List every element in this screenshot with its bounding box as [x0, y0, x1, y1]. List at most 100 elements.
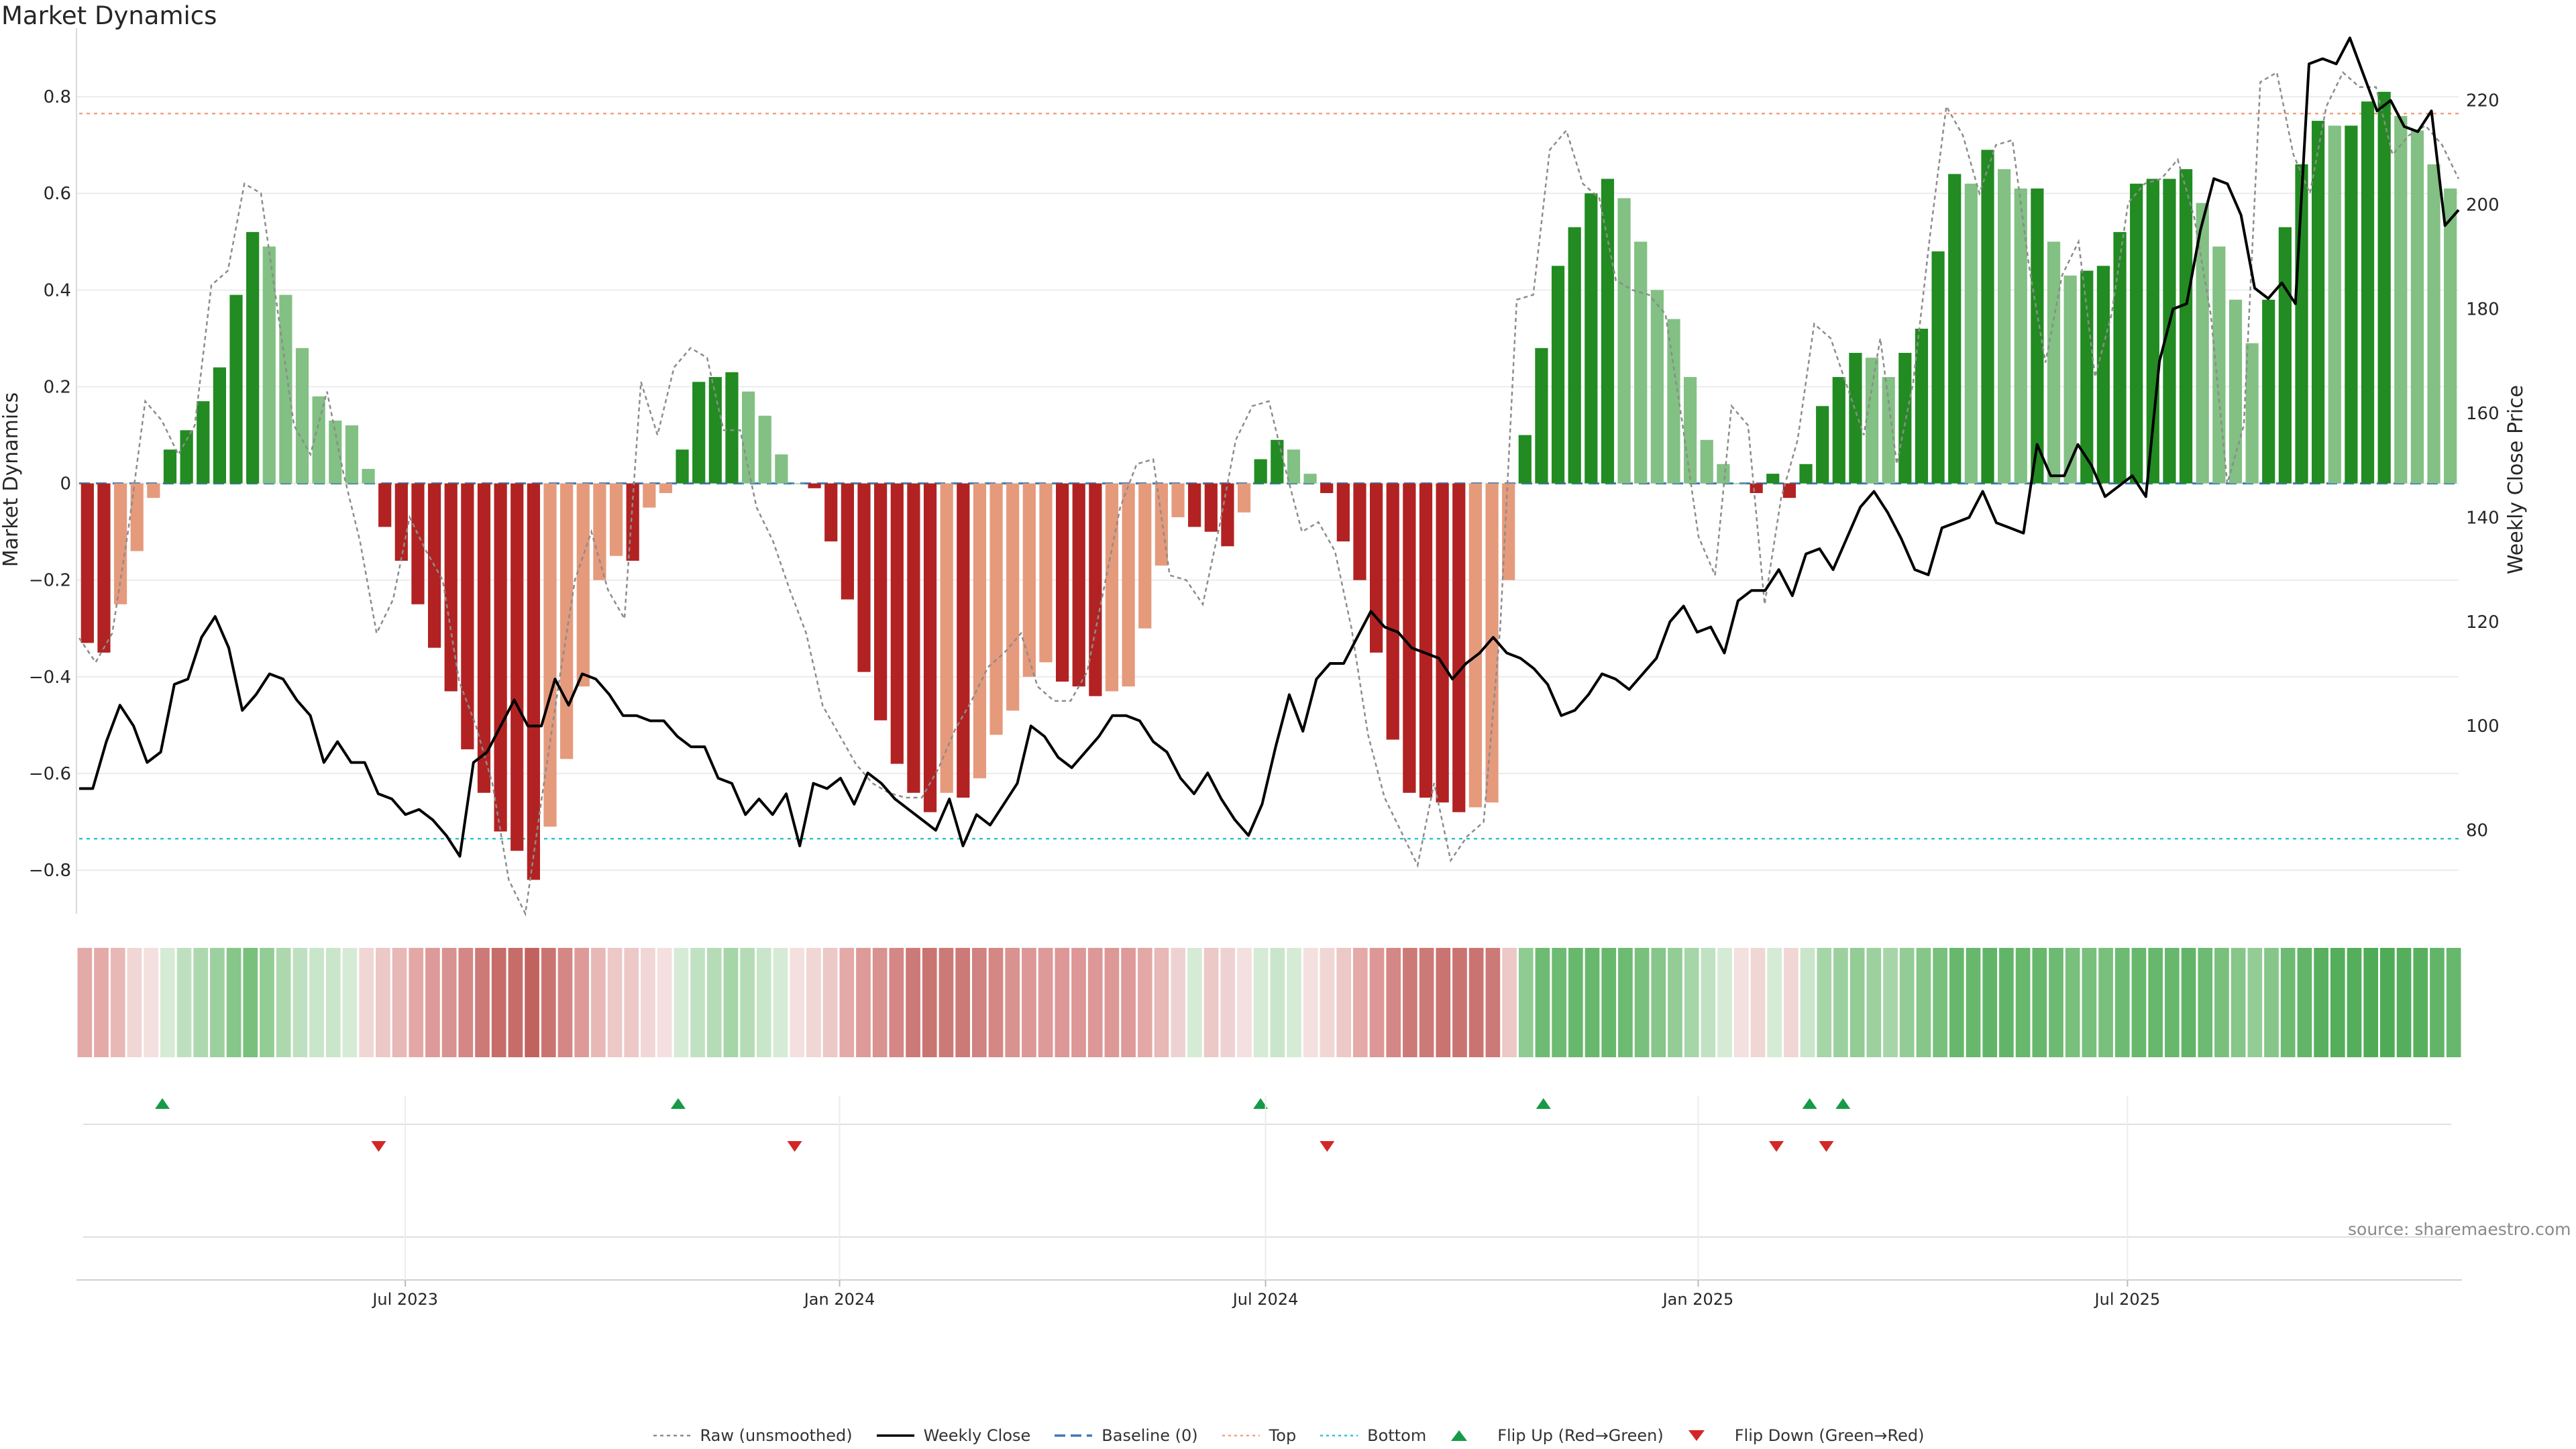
x-axis: Jul 2023 Jan 2024 Jul 2024 Jan 2025 Jul 2025	[371, 1096, 2160, 1309]
regime-cell	[1452, 948, 1467, 1057]
x-tick-label: Jul 2025	[2094, 1290, 2161, 1309]
dynamics-bar	[213, 367, 226, 484]
dynamics-bar	[262, 246, 276, 484]
regime-cell	[1518, 948, 1534, 1057]
regime-cell	[1203, 948, 1219, 1057]
flip-up-marker	[1835, 1098, 1851, 1109]
regime-cell	[2015, 948, 2031, 1057]
regime-cell	[1468, 948, 1484, 1057]
dynamics-bar	[2047, 241, 2061, 484]
dynamics-bar	[2245, 343, 2259, 484]
regime-cell	[1087, 948, 1103, 1057]
regime-cell	[2049, 948, 2063, 1057]
regime-cell	[624, 948, 639, 1057]
regime-cell	[2247, 948, 2263, 1057]
dynamics-bar	[411, 483, 425, 604]
dynamics-bar	[1072, 483, 1085, 687]
dynamics-bar	[2444, 188, 2457, 484]
dynamics-bar	[1138, 483, 1152, 629]
dynamics-bar	[957, 483, 970, 798]
regime-cell	[1585, 948, 1600, 1057]
flip-markers	[76, 1098, 2462, 1281]
dynamics-bar	[1502, 483, 1515, 580]
dynamics-bar	[1204, 483, 1218, 532]
dynamics-bar	[2113, 231, 2127, 484]
regime-cell	[1055, 948, 1070, 1057]
legend-item-top: Top	[1221, 1426, 1296, 1445]
dynamics-bar	[1386, 483, 1399, 740]
dynamics-bar	[1717, 464, 1730, 484]
regime-cell	[1005, 948, 1020, 1057]
flip-up-marker	[1253, 1098, 1269, 1109]
regime-cell	[1237, 948, 1252, 1057]
dynamics-bar	[2130, 183, 2143, 484]
regime-cell	[2065, 948, 2080, 1057]
regime-cell	[1187, 948, 1202, 1057]
legend-label-flip-down: Flip Down (Green→Red)	[1734, 1426, 1925, 1445]
y-tick-label: 0.6	[44, 184, 71, 204]
regime-cell	[2131, 948, 2147, 1057]
regime-cell	[1386, 948, 1401, 1057]
regime-cell	[2396, 948, 2412, 1057]
regime-cell	[1552, 948, 1566, 1057]
reference-lines	[79, 113, 2459, 840]
regime-cell	[2347, 948, 2362, 1057]
dynamics-bar	[1832, 377, 1845, 484]
dynamics-bar	[576, 483, 590, 687]
regime-cell	[2181, 948, 2196, 1057]
dynamics-bar	[874, 483, 888, 720]
regime-cell	[889, 948, 904, 1057]
flip-down-marker	[1320, 1141, 1335, 1152]
regime-cell	[144, 948, 158, 1057]
dynamics-bar	[1055, 483, 1069, 682]
dynamics-bar	[362, 468, 375, 484]
regime-cell	[955, 948, 970, 1057]
y-tick-label: −0.8	[29, 861, 71, 881]
dynamics-bar	[1468, 483, 1483, 808]
dynamics-bar	[1188, 483, 1201, 527]
dynamics-bar	[659, 483, 673, 494]
dynamics-bar	[1981, 150, 1994, 484]
dynamics-bar	[1948, 174, 1962, 484]
regime-cell	[425, 948, 440, 1057]
regime-cell	[525, 948, 539, 1057]
dynamics-bar	[2361, 101, 2375, 484]
regime-cell	[1767, 948, 1782, 1057]
regime-cell	[1817, 948, 1832, 1057]
dynamics-bar	[1684, 377, 1697, 484]
dynamics-bar	[1336, 483, 1350, 542]
dynamics-bar	[461, 483, 474, 749]
dynamics-bar	[1452, 483, 1466, 812]
regime-cell	[491, 948, 506, 1057]
regime-cell	[1137, 948, 1152, 1057]
regime-cell	[1535, 948, 1550, 1057]
regime-cell	[557, 948, 573, 1057]
regime-cell	[1071, 948, 1086, 1057]
axes: 0.8 0.6 0.4 0.2 0 −0.2 −0.4 −0.6 −0.8 220 200 180 16…	[29, 28, 2500, 914]
y-tick-label: 0	[60, 474, 71, 494]
y2-tick-label: 80	[2466, 821, 2488, 841]
regime-cell	[2314, 948, 2328, 1057]
dynamics-bar	[147, 483, 160, 498]
regime-cell	[541, 948, 556, 1057]
dynamics-bar	[676, 449, 689, 484]
weekly-close-line	[79, 36, 2460, 858]
dynamics-bar	[1155, 483, 1168, 566]
dynamics-bar	[1122, 483, 1135, 687]
regime-cell	[1733, 948, 1749, 1057]
regime-cell	[2148, 948, 2163, 1057]
x-tick-label: Jan 2024	[803, 1290, 875, 1309]
regime-cell	[1949, 948, 1964, 1057]
regime-cell	[1618, 948, 1633, 1057]
regime-cell	[1717, 948, 1732, 1057]
dynamics-bar	[180, 430, 193, 484]
dynamics-bar	[2031, 188, 2044, 484]
regime-cell	[1320, 948, 1335, 1057]
dynamics-bar	[1271, 439, 1284, 484]
legend-item-baseline: Baseline (0)	[1053, 1426, 1198, 1445]
dynamics-bar	[2262, 299, 2275, 484]
dynamics-bar	[708, 377, 722, 484]
regime-cell	[342, 948, 358, 1057]
regime-cell	[475, 948, 490, 1057]
